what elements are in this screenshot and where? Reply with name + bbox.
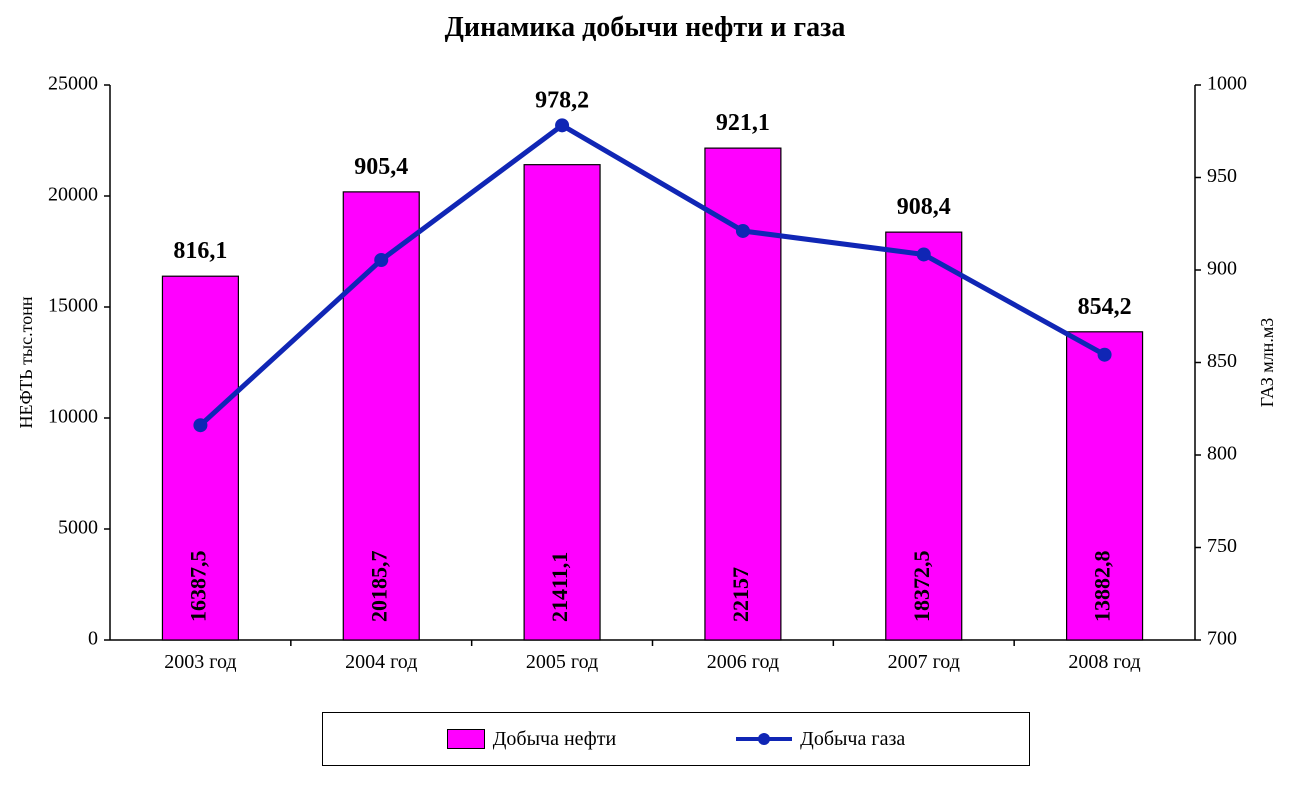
svg-text:ГАЗ млн.м3: ГАЗ млн.м3 [1257, 318, 1277, 407]
svg-text:25000: 25000 [48, 73, 98, 95]
svg-text:900: 900 [1207, 258, 1237, 280]
legend-label-bar: Добыча нефти [493, 728, 616, 751]
line-series [200, 125, 1104, 425]
chart-container: { "chart": { "type": "bar+line", "title"… [0, 0, 1290, 787]
line-value-label: 921,1 [716, 110, 770, 136]
chart-svg: 0 5000 10000 15000 20000 25000 700 750 800 850 900… [0, 0, 1290, 787]
x-tick-label: 2006 год [707, 651, 779, 673]
svg-text:5000: 5000 [58, 517, 98, 539]
legend-item-line: Добыча газа [736, 728, 905, 751]
x-tick-label: 2005 год [526, 651, 598, 673]
legend-item-bar: Добыча нефти [447, 728, 616, 751]
line-value-label: 905,4 [354, 154, 408, 180]
line-marker [555, 118, 569, 132]
legend-label-line: Добыча газа [800, 728, 905, 751]
bar-value-label: 16387,5 [185, 551, 210, 623]
svg-text:20000: 20000 [48, 184, 98, 206]
x-tick-label: 2008 год [1068, 651, 1140, 673]
legend-line-swatch [736, 729, 792, 749]
x-tick-label: 2007 год [888, 651, 960, 673]
svg-text:850: 850 [1207, 350, 1237, 372]
bar [705, 148, 781, 640]
bar-value-label: 22157 [728, 567, 753, 622]
line-marker [917, 247, 931, 261]
svg-text:НЕФТЬ тыс.тонн: НЕФТЬ тыс.тонн [16, 296, 36, 428]
legend-bar-swatch [447, 729, 485, 749]
line-marker [1098, 348, 1112, 362]
svg-text:800: 800 [1207, 443, 1237, 465]
svg-text:0: 0 [88, 628, 98, 650]
bar-value-label: 18372,5 [909, 551, 934, 623]
chart-title: Динамика добычи нефти и газа [0, 12, 1290, 44]
svg-text:750: 750 [1207, 535, 1237, 557]
bar-value-label: 21411,1 [547, 552, 572, 622]
svg-text:950: 950 [1207, 165, 1237, 187]
bar-value-label: 13882,8 [1090, 551, 1115, 623]
line-marker [374, 253, 388, 267]
line-value-label: 854,2 [1078, 294, 1132, 320]
x-tick-label: 2003 год [164, 651, 236, 673]
svg-text:1000: 1000 [1207, 73, 1247, 95]
legend: Добыча нефти Добыча газа [322, 712, 1030, 766]
line-value-label: 978,2 [535, 87, 589, 113]
line-marker [193, 418, 207, 432]
svg-text:10000: 10000 [48, 406, 98, 428]
line-value-label: 816,1 [173, 238, 227, 264]
line-marker [736, 224, 750, 238]
bar-value-label: 20185,7 [366, 551, 391, 623]
svg-text:700: 700 [1207, 628, 1237, 650]
svg-text:15000: 15000 [48, 295, 98, 317]
line-value-label: 908,4 [897, 194, 951, 220]
x-tick-label: 2004 год [345, 651, 417, 673]
